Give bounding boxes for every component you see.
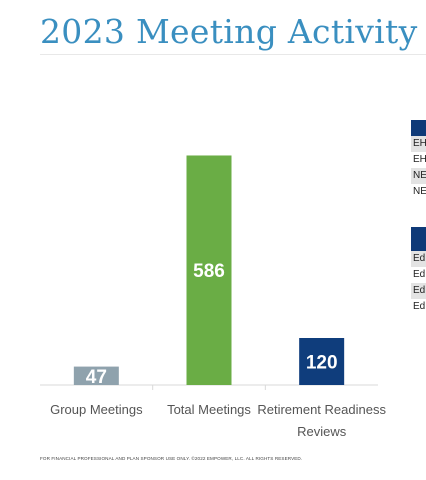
side-table-1-row: EH	[413, 154, 426, 165]
footer-disclaimer: FOR FINANCIAL PROFESSIONAL AND PLAN SPON…	[40, 456, 303, 461]
category-label-0: Group Meetings	[50, 402, 143, 417]
data-label-0: 47	[86, 367, 107, 388]
side-table-2: Ed Ed Ed Ed	[411, 227, 426, 315]
side-table-1-row: NE	[413, 186, 426, 197]
data-label-2: 120	[306, 353, 338, 374]
category-label-2: Reviews	[297, 424, 347, 439]
side-table-2-header	[411, 227, 426, 251]
category-label-1: Total Meetings	[167, 402, 251, 417]
title-divider	[40, 54, 426, 55]
data-label-1: 586	[193, 261, 225, 282]
side-table-1-header	[411, 120, 426, 136]
side-table-1: EH EH NE NE	[411, 120, 426, 200]
side-table-2-row: Ed	[411, 251, 426, 267]
chart-title: 2023 Meeting Activity	[40, 12, 418, 51]
side-table-1-row: EH	[411, 136, 426, 152]
bar-1	[186, 155, 232, 385]
category-label-2: Retirement Readiness	[257, 402, 386, 417]
side-table-2-row: Ed	[411, 283, 426, 299]
bar-2	[299, 338, 345, 385]
bar-0	[73, 366, 119, 385]
side-table-1-row: NE	[411, 168, 426, 184]
side-table-2-row: Ed	[413, 269, 426, 280]
side-table-2-row: Ed	[413, 301, 426, 312]
